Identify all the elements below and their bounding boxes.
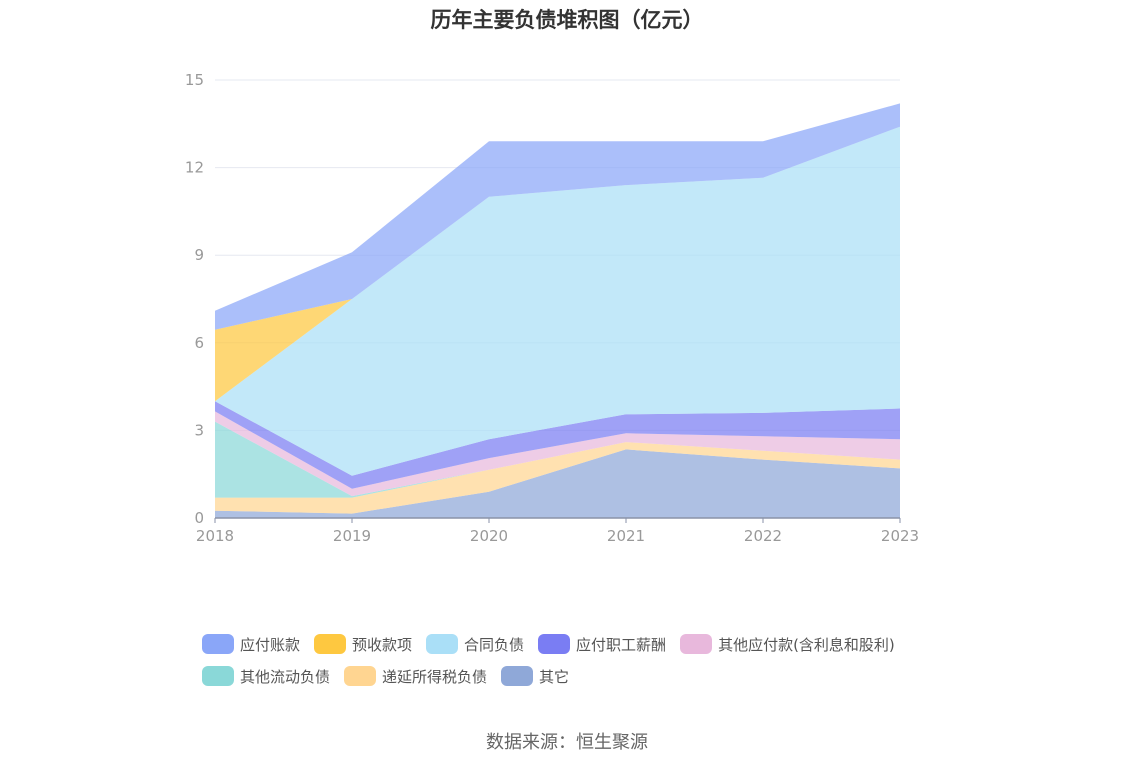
legend-swatch [314,634,347,654]
x-tick-label: 2018 [196,527,234,545]
legend-label: 合同负债 [464,635,525,654]
legend-label: 应付职工薪酬 [576,635,667,654]
legend-swatch [202,634,234,654]
legend-label: 其它 [539,667,570,686]
x-tick-label: 2022 [744,527,782,545]
x-tick-label: 2020 [470,527,508,545]
y-tick-label: 3 [194,421,204,439]
legend-item[interactable]: 其它 [501,666,569,687]
legend-item[interactable]: 应付职工薪酬 [538,634,666,655]
legend-swatch [426,634,459,654]
area-series-3 [215,411,900,497]
legend-item[interactable]: 其他流动负债 [202,666,330,687]
y-tick-label: 9 [194,246,204,264]
data-source: 数据来源：恒生聚源 [486,732,648,753]
y-tick-label: 15 [185,71,204,89]
legend-swatch [680,634,713,654]
legend-item[interactable]: 其他应付款(含利息和股利) [680,634,895,655]
area-series-4 [215,401,900,489]
legend-swatch [202,666,234,686]
legend-label: 应付账款 [240,635,301,654]
chart-legend: 应付账款 预收款项 合同负债 应付职工薪酬 其他应付款(含利息和股利) 其他流动负债 递延… [202,628,962,692]
legend-label: 其他流动负债 [240,667,331,686]
area-series-7 [215,103,900,330]
x-tick-label: 2021 [607,527,645,545]
y-tick-label: 12 [185,159,204,177]
legend-item[interactable]: 应付账款 [202,634,300,655]
area-series-5 [215,126,900,476]
legend-item[interactable]: 递延所得税负债 [344,666,487,687]
area-series-0 [215,449,900,518]
y-tick-label: 6 [194,334,204,352]
legend-label: 其他应付款(含利息和股利) [718,635,895,654]
x-tick-label: 2023 [881,527,919,545]
stacked-area-chart: 0 3 6 9 12 15 2018 2019 2020 2021 2022 2023 [185,71,919,545]
area-series-1 [215,442,900,514]
legend-label: 递延所得税负债 [382,667,488,686]
legend-swatch [538,634,571,654]
x-tick-label: 2019 [333,527,371,545]
legend-item[interactable]: 合同负债 [426,634,524,655]
legend-item[interactable]: 预收款项 [314,634,412,655]
y-tick-label: 0 [194,509,204,527]
legend-swatch [344,666,377,686]
chart-title: 历年主要负债堆积图（亿元） [430,8,704,32]
legend-label: 预收款项 [352,635,413,654]
area-series-2 [215,421,900,498]
legend-swatch [501,666,534,686]
